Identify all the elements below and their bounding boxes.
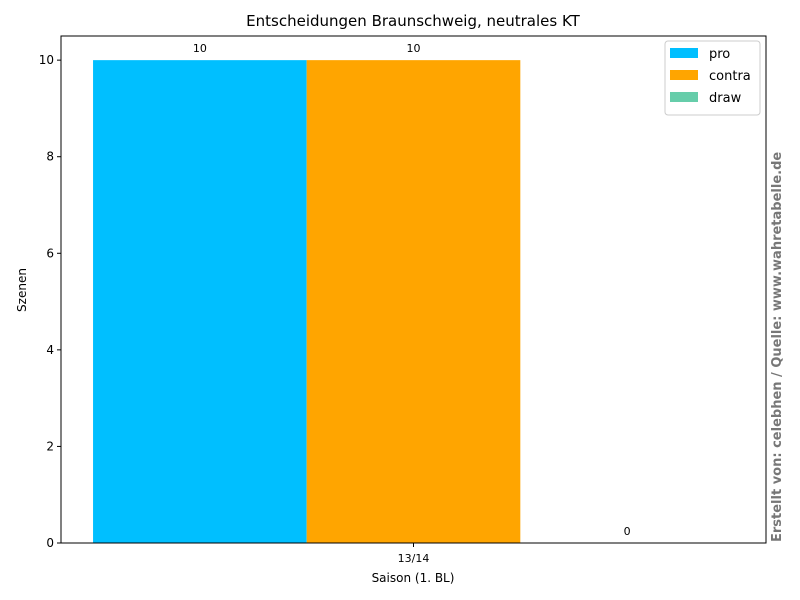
bars <box>93 60 521 544</box>
bar-labels: 10 10 0 <box>193 42 631 538</box>
y-axis: 0 2 4 6 8 10 <box>39 53 61 550</box>
plot-frame <box>60 35 767 544</box>
x-axis: 13/14 <box>398 543 430 565</box>
data-label-pro: 10 <box>193 42 207 55</box>
legend-label-draw: draw <box>709 91 742 106</box>
data-label-contra: 10 <box>407 42 421 55</box>
bar-pro <box>93 60 307 544</box>
x-tick-label: 13/14 <box>398 552 430 565</box>
chart-title: Entscheidungen Braunschweig, neutrales K… <box>246 12 580 30</box>
y-tick-label: 0 <box>46 536 54 550</box>
y-tick-label: 4 <box>46 343 54 357</box>
legend: pro contra draw <box>664 40 761 116</box>
legend-swatch-pro <box>670 48 698 58</box>
legend-swatch-contra <box>670 70 698 80</box>
legend-label-pro: pro <box>709 47 730 62</box>
bar-contra <box>306 60 521 544</box>
data-label-draw: 0 <box>624 525 631 538</box>
y-axis-label: Szenen <box>15 268 29 312</box>
legend-swatch-draw <box>670 92 698 102</box>
y-tick-label: 2 <box>46 439 54 453</box>
watermark: Erstellt von: celebhen / Quelle: www.wah… <box>770 151 785 542</box>
y-tick-label: 8 <box>46 150 54 164</box>
x-axis-label: Saison (1. BL) <box>372 571 455 585</box>
legend-label-contra: contra <box>709 69 751 84</box>
y-tick-label: 10 <box>39 53 54 67</box>
y-tick-label: 6 <box>46 246 54 260</box>
